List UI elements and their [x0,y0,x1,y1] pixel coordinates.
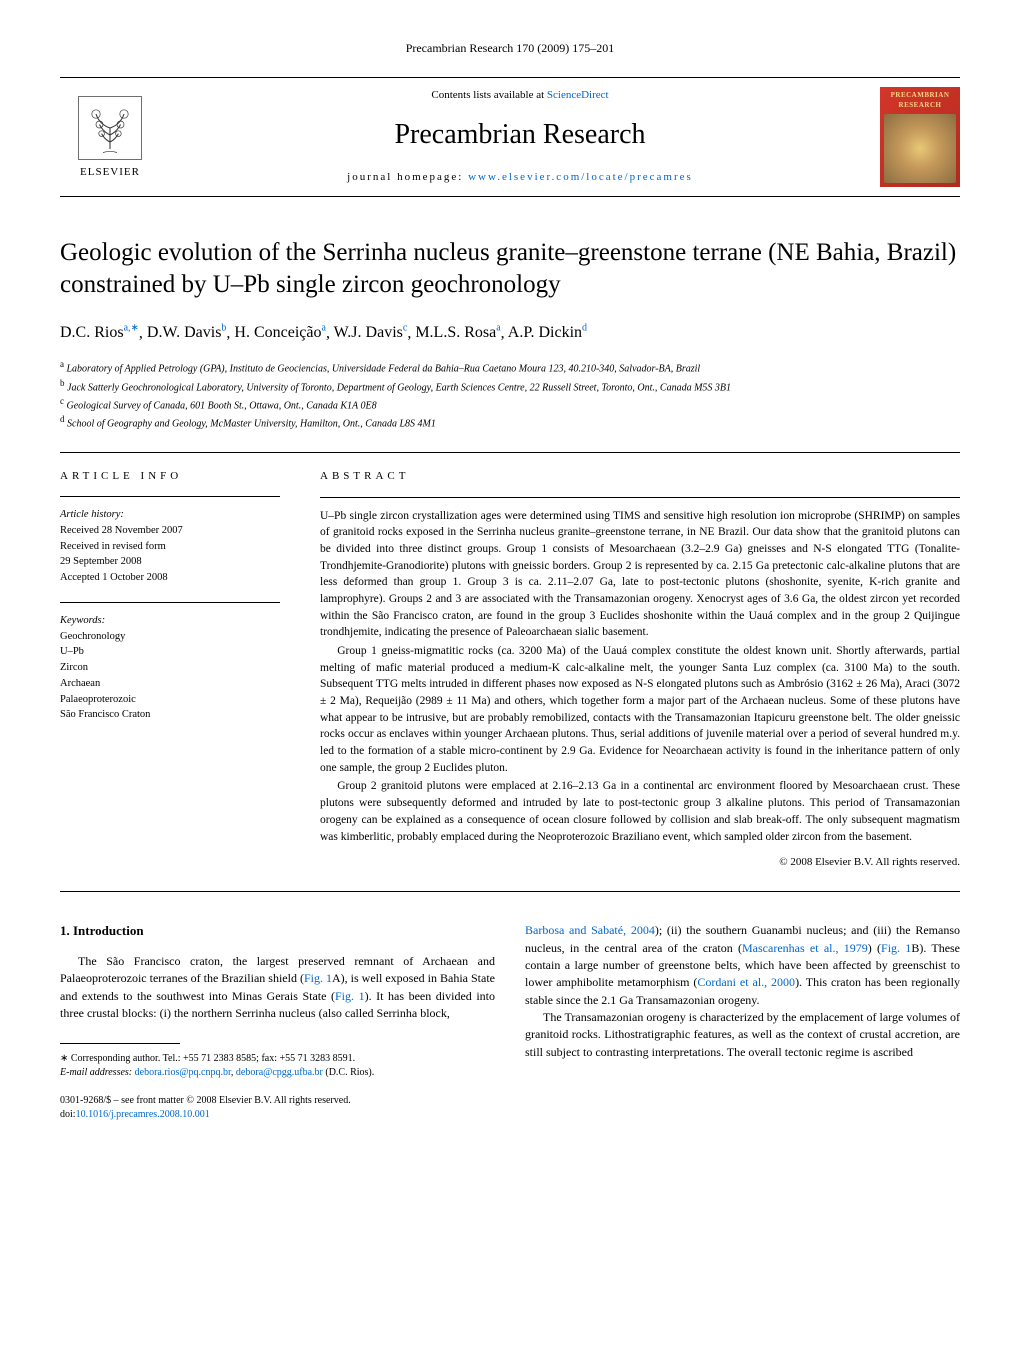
homepage-label: journal homepage: [347,171,468,183]
citation-link[interactable]: Cordani et al., 2000 [697,975,795,989]
abstract-paragraph: U–Pb single zircon crystallization ages … [320,508,960,641]
keyword: Archaean [60,676,280,692]
sciencedirect-link[interactable]: ScienceDirect [547,89,609,101]
email-line: E-mail addresses: debora.rios@pq.cnpq.br… [60,1066,495,1080]
history-item: Received in revised form [60,539,280,555]
doi-line: doi:10.1016/j.precamres.2008.10.001 [60,1108,495,1122]
keyword: U–Pb [60,644,280,660]
authors-list: D.C. Riosa,∗, D.W. Davisb, H. Conceiçãoa… [60,322,960,345]
abstract-heading: ABSTRACT [320,469,960,485]
cover-title: PRECAMBRIAN RESEARCH [884,91,956,111]
intro-para-continued: Barbosa and Sabaté, 2004); (ii) the sout… [525,922,960,1009]
keyword: Palaeoproterozoic [60,692,280,708]
email-label: E-mail addresses: [60,1067,135,1078]
keyword: Geochronology [60,629,280,645]
affiliation: d School of Geography and Geology, McMas… [60,413,960,431]
intro-para-1: The São Francisco craton, the largest pr… [60,953,495,1023]
corresponding-author-footnote: ∗ Corresponding author. Tel.: +55 71 238… [60,1052,495,1080]
banner-center: Contents lists available at ScienceDirec… [160,78,880,196]
copyright-line: © 2008 Elsevier B.V. All rights reserved… [320,855,960,871]
article-info-column: ARTICLE INFO Article history: Received 2… [60,469,280,871]
contents-text: Contents lists available at [431,89,546,101]
email-link-2[interactable]: debora@cpgg.ufba.br [236,1067,323,1078]
article-info-heading: ARTICLE INFO [60,469,280,484]
keywords-label: Keywords: [60,613,280,629]
citation-link[interactable]: Barbosa and Sabaté, 2004 [525,923,655,937]
keyword: São Francisco Craton [60,707,280,723]
keyword: Zircon [60,660,280,676]
body-columns: 1. Introduction The São Francisco craton… [60,922,960,1121]
author: W.J. Davisc [334,324,408,341]
author: M.L.S. Rosaa [415,324,500,341]
email-suffix: (D.C. Rios). [323,1067,374,1078]
author-affil-sup: c [403,323,407,334]
author: H. Conceiçãoa [234,324,326,341]
cover-graphic [884,114,956,182]
author: D.C. Riosa,∗ [60,324,139,341]
abstract-divider [320,497,960,498]
author: D.W. Davisb [147,324,227,341]
journal-reference: Precambrian Research 170 (2009) 175–201 [60,40,960,57]
info-divider [60,496,280,497]
journal-title: Precambrian Research [160,115,880,154]
journal-banner: ELSEVIER Contents lists available at Sci… [60,77,960,197]
history-item: Accepted 1 October 2008 [60,570,280,586]
elsevier-tree-icon [75,93,145,163]
history-item: 29 September 2008 [60,554,280,570]
corr-author-line: ∗ Corresponding author. Tel.: +55 71 238… [60,1052,495,1066]
author-affil-sup: d [582,323,587,334]
article-history: Article history: Received 28 November 20… [60,507,280,586]
homepage-link[interactable]: www.elsevier.com/locate/precamres [468,171,693,183]
email-link-1[interactable]: debora.rios@pq.cnpq.br [135,1067,231,1078]
right-column: Barbosa and Sabaté, 2004); (ii) the sout… [525,922,960,1121]
affiliation: a Laboratory of Applied Petrology (GPA),… [60,358,960,376]
citation-link[interactable]: Mascarenhas et al., 1979 [742,941,868,955]
fig-link[interactable]: Fig. 1 [304,971,332,985]
keywords-block: Keywords: GeochronologyU–PbZirconArchaea… [60,613,280,723]
publisher-name: ELSEVIER [80,165,140,180]
info-divider-2 [60,602,280,603]
abstract-paragraph: Group 2 granitoid plutons were emplaced … [320,778,960,845]
homepage-line: journal homepage: www.elsevier.com/locat… [160,170,880,185]
abstract-column: ABSTRACT U–Pb single zircon crystallizat… [320,469,960,871]
journal-cover-thumbnail: PRECAMBRIAN RESEARCH [880,87,960,187]
contents-available: Contents lists available at ScienceDirec… [160,88,880,103]
doi-label: doi: [60,1109,76,1120]
issn-line: 0301-9268/$ – see front matter © 2008 El… [60,1094,495,1108]
article-title: Geologic evolution of the Serrinha nucle… [60,237,960,302]
affiliation: c Geological Survey of Canada, 601 Booth… [60,395,960,413]
intro-para-2: The Transamazonian orogeny is characteri… [525,1009,960,1061]
footnote-separator [60,1043,180,1044]
fig-link[interactable]: Fig. 1 [335,989,365,1003]
history-item: Received 28 November 2007 [60,523,280,539]
divider [60,452,960,453]
intro-heading: 1. Introduction [60,922,495,941]
author-affil-sup: b [221,323,226,334]
author: A.P. Dickind [508,324,587,341]
doi-link[interactable]: 10.1016/j.precamres.2008.10.001 [76,1109,210,1120]
affiliations: a Laboratory of Applied Petrology (GPA),… [60,358,960,431]
author-affil-sup: a [322,323,326,334]
publisher-logo: ELSEVIER [60,87,160,187]
left-column: 1. Introduction The São Francisco craton… [60,922,495,1121]
author-affil-sup: a,∗ [124,323,139,334]
info-abstract-row: ARTICLE INFO Article history: Received 2… [60,469,960,871]
body-divider [60,891,960,892]
history-label: Article history: [60,507,280,523]
issn-doi-block: 0301-9268/$ – see front matter © 2008 El… [60,1094,495,1122]
affiliation: b Jack Satterly Geochronological Laborat… [60,377,960,395]
author-affil-sup: a [496,323,500,334]
abstract-paragraph: Group 1 gneiss-migmatitic rocks (ca. 320… [320,643,960,776]
fig-link[interactable]: Fig. 1 [881,941,911,955]
